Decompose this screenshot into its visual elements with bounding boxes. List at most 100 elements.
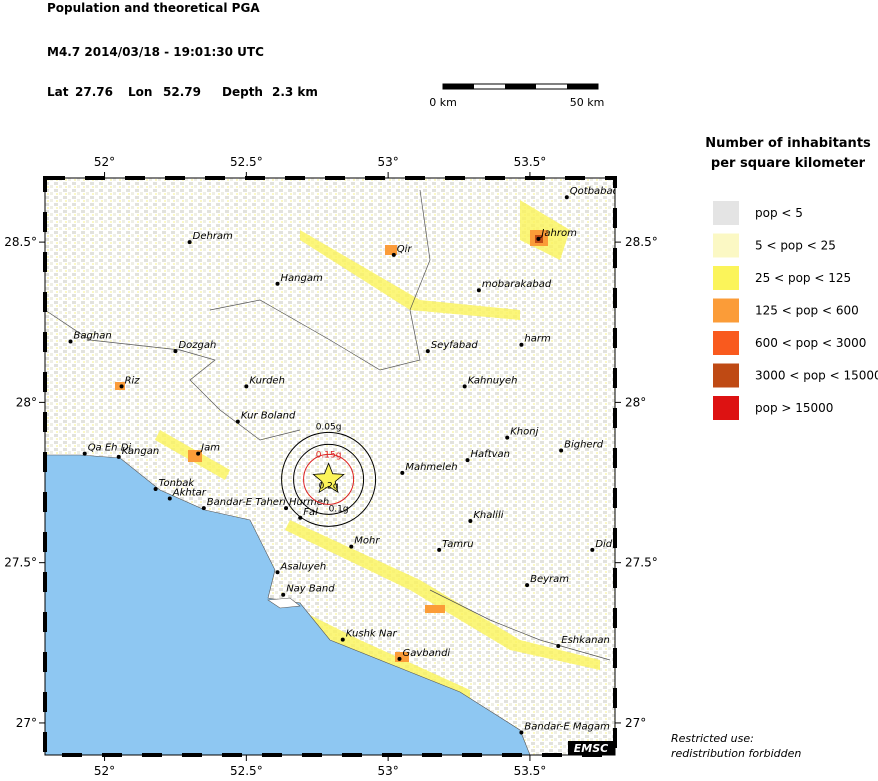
map-area: Qotbabad Dehram Qir Jahrom Hangam mobarakabad… <box>45 178 615 755</box>
city-label: Eshkanan <box>561 635 610 646</box>
city-dot <box>167 496 172 501</box>
legend-label: 25 < pop < 125 <box>755 271 851 285</box>
city-dot <box>397 656 402 661</box>
legend-swatch <box>713 266 739 290</box>
pga-label: 0.15g <box>316 450 342 460</box>
scale-end: 50 km <box>570 96 605 109</box>
lat-tick-label: 28.5° <box>4 235 37 249</box>
city-label: Mohr <box>354 536 380 547</box>
lat-tick-label: 28° <box>16 395 37 409</box>
lon-value: 52.79 <box>163 85 201 99</box>
lon-tick-label: 53.5° <box>514 155 547 169</box>
lat-value: 27.76 <box>75 85 113 99</box>
lat-tick-label: 27° <box>625 716 646 730</box>
city-label: Kurdeh <box>249 375 285 386</box>
city-dot <box>519 730 524 735</box>
legend-swatch <box>713 233 739 258</box>
lon-tick-label: 52° <box>94 155 115 169</box>
city-label: Qir <box>397 244 413 255</box>
city-dot <box>201 506 206 511</box>
city-label: Jam <box>199 443 220 454</box>
legend-swatch <box>713 363 739 388</box>
city-label: Haftvan <box>471 449 510 460</box>
lon-tick-label: 53.5° <box>514 764 547 777</box>
frame-dashes <box>43 176 617 757</box>
credit-box <box>568 741 615 755</box>
pga-contour <box>281 431 377 527</box>
city-label: Fal <box>303 507 318 518</box>
lon-tick-label: 52.5° <box>230 764 263 777</box>
legend-title: Number of inhabitants <box>705 136 871 151</box>
city-dot <box>465 458 470 463</box>
city-label: Mahmeleh <box>405 462 457 473</box>
legend-title: per square kilometer <box>711 156 866 171</box>
city-dot <box>590 547 595 552</box>
city-label: mobarakabad <box>482 279 552 290</box>
city-label: Bandar-E Taheri <box>207 497 286 508</box>
city-label: Tonbak <box>159 478 196 489</box>
city-dot <box>556 644 561 649</box>
city-dot <box>275 570 280 575</box>
city-dot <box>505 435 510 440</box>
city-label: Jahrom <box>539 228 577 239</box>
city-dot <box>391 252 396 257</box>
epicenter <box>312 462 345 494</box>
city-dot <box>525 583 530 588</box>
city-label: Hurmeh <box>289 497 329 508</box>
legend-label: 600 < pop < 3000 <box>755 336 866 350</box>
city-dot <box>564 195 569 200</box>
legend-label: 3000 < pop < 15000 <box>755 369 878 383</box>
city-dot <box>82 451 87 456</box>
city-dot <box>153 486 158 491</box>
pga-contour <box>293 443 365 515</box>
city-dot <box>116 454 121 459</box>
lon-tick-label: 52° <box>94 764 115 777</box>
legend: Number of inhabitants per square kilomete… <box>705 136 878 420</box>
lat-label: Lat <box>47 85 69 99</box>
city-label: Khonj <box>510 427 538 438</box>
lat-tick-label: 27° <box>16 716 37 730</box>
city-label: Dozgah <box>178 340 216 351</box>
city-dot <box>340 637 345 642</box>
footer-line: Restricted use: <box>671 732 754 745</box>
scale-bar <box>442 83 599 90</box>
legend-swatch <box>713 331 739 355</box>
city-label: Bigherd <box>564 439 604 450</box>
city-dot <box>476 288 481 293</box>
city-dot <box>462 384 467 389</box>
city-label: harm <box>524 334 551 345</box>
city-dot <box>244 384 249 389</box>
province-border <box>209 189 431 371</box>
city-label: Beyram <box>530 574 569 585</box>
city-label: Kangan <box>122 446 159 457</box>
city-dot <box>519 342 524 347</box>
city-label: Hangam <box>281 273 323 284</box>
city-dot <box>284 506 289 511</box>
depth-label: Depth <box>222 85 263 99</box>
pga-contour <box>303 453 355 505</box>
province-border <box>429 589 611 661</box>
pga: 0.05g 0.1g 0.15g 0.2g <box>281 422 377 527</box>
city-dot <box>187 240 192 245</box>
city-label: Riz <box>125 375 141 386</box>
city-dot <box>68 339 73 344</box>
city-dot <box>349 544 354 549</box>
city-label: Did <box>595 539 612 550</box>
city-label: Akhtar <box>172 488 207 499</box>
city-dot <box>298 515 303 520</box>
city-dot <box>235 419 240 424</box>
province-border <box>45 309 301 441</box>
legend-swatch <box>713 201 739 225</box>
city-dot <box>559 448 564 453</box>
city-dot <box>281 592 286 597</box>
legend-swatch <box>713 298 739 323</box>
city-dot <box>119 384 124 389</box>
legend-label: pop < 5 <box>755 206 803 220</box>
city-dot <box>275 281 280 286</box>
scale-start: 0 km <box>429 96 457 109</box>
city-label: Tamru <box>442 539 473 550</box>
pga-label: 0.05g <box>316 422 342 432</box>
city-label: Bandar-E Magam <box>524 722 610 733</box>
lat-tick-label: 28.5° <box>625 235 658 249</box>
